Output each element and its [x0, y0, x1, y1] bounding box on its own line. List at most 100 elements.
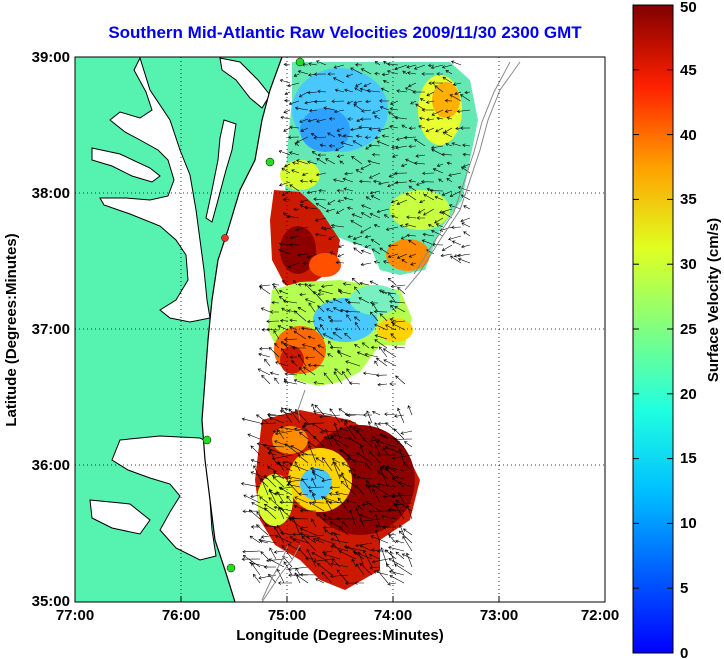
velocity-arrow [457, 257, 471, 264]
cb-tick-label: 50 [680, 0, 697, 16]
velocity-arrow [331, 558, 341, 568]
velocity-arrow [323, 553, 341, 560]
velocity-arrow [400, 430, 413, 435]
velocity-arrow [322, 550, 333, 555]
velocity-arrow [427, 223, 435, 228]
velocity-arrow [334, 368, 343, 376]
velocity-arrow [406, 215, 417, 220]
velocity-arrow [385, 563, 397, 576]
velocity-arrow [299, 118, 309, 123]
velocity-arrow [337, 497, 349, 512]
velocity-arrow [278, 248, 291, 255]
velocity-arrow [361, 109, 372, 113]
velocity-arrow [290, 445, 309, 456]
velocity-arrow [394, 171, 408, 176]
velocity-arrow [329, 486, 341, 490]
velocity-arrow [287, 262, 300, 268]
velocity-arrow [367, 159, 381, 165]
velocity-arrow [346, 314, 352, 322]
velocity-arrow [388, 546, 405, 552]
velocity-arrow [440, 253, 453, 258]
velocity-arrow [253, 465, 261, 480]
plot-area [75, 57, 605, 602]
velocity-arrow [315, 513, 325, 520]
velocity-arrow [317, 89, 327, 94]
velocity-arrow [364, 483, 381, 488]
velocity-arrow [374, 323, 388, 331]
velocity-arrow [410, 262, 417, 266]
velocity-arrow [365, 501, 381, 512]
velocity-arrow [257, 368, 271, 376]
velocity-arrow [413, 64, 426, 70]
velocity-arrow [354, 344, 361, 349]
velocity-arrow [397, 407, 405, 424]
velocity-arrow [316, 563, 333, 576]
velocity-arrow [313, 381, 325, 385]
velocity-arrow [299, 204, 309, 210]
velocity-arrow [302, 261, 309, 265]
velocity-arrow [275, 461, 293, 472]
velocity-arrow [312, 538, 325, 544]
velocity-arrow [332, 77, 345, 84]
velocity-arrow [397, 481, 413, 488]
velocity-arrow [345, 499, 357, 504]
velocity-arrow [323, 372, 334, 385]
velocity-arrow [282, 197, 291, 202]
x-tick-label: 76:00 [162, 607, 200, 624]
velocity-arrow [266, 558, 285, 563]
velocity-arrow [434, 195, 444, 201]
velocity-arrow [446, 177, 453, 183]
velocity-arrow [293, 504, 309, 512]
velocity-arrow [405, 192, 417, 201]
velocity-arrow [278, 486, 293, 496]
velocity-arrow [286, 214, 300, 219]
velocity-arrow [322, 513, 333, 520]
velocity-arrow [413, 138, 426, 147]
velocity-arrow [322, 333, 334, 340]
velocity-arrow [298, 492, 309, 496]
velocity-arrow [442, 131, 453, 138]
velocity-arrow [421, 108, 434, 112]
velocity-arrow [344, 171, 354, 176]
velocity-arrow [287, 82, 300, 88]
velocity-arrow [346, 368, 352, 376]
velocity-arrow [304, 205, 318, 210]
velocity-arrow [360, 68, 372, 75]
velocity-arrow [371, 248, 381, 255]
velocity-arrow [333, 64, 345, 69]
velocity-arrow [352, 235, 363, 241]
velocity-arrow [407, 71, 417, 75]
velocity-arrow [395, 475, 405, 480]
velocity-arrow [370, 239, 381, 246]
velocity-arrow [352, 140, 363, 147]
cb-tick-label: 20 [680, 386, 697, 403]
velocity-arrow [359, 444, 365, 456]
velocity-arrow [379, 247, 390, 255]
velocity-arrow [300, 532, 317, 544]
velocity-arrow [461, 222, 471, 228]
velocity-arrow [299, 199, 309, 204]
velocity-arrow [389, 125, 399, 129]
velocity-arrow [379, 313, 388, 322]
velocity-arrow [315, 172, 327, 177]
velocity-arrow [301, 535, 317, 552]
velocity-arrow [441, 244, 453, 251]
velocity-arrow [318, 189, 327, 193]
velocity-arrow [418, 125, 426, 129]
velocity-arrow [359, 87, 372, 93]
velocity-arrow [404, 223, 417, 228]
velocity-arrow [408, 126, 417, 130]
velocity-arrow [307, 90, 318, 95]
velocity-arrow [340, 480, 357, 496]
velocity-arrow [434, 85, 444, 93]
y-tick-label: 38:00 [32, 185, 70, 202]
velocity-arrow [314, 217, 327, 222]
velocity-arrow [374, 360, 379, 367]
velocity-arrow [316, 118, 327, 123]
velocity-arrow [299, 508, 317, 513]
velocity-arrow [421, 239, 435, 246]
velocity-arrow [343, 196, 354, 201]
velocity-arrow [355, 475, 373, 480]
velocity-arrow [407, 239, 417, 246]
velocity-arrow [336, 188, 345, 193]
